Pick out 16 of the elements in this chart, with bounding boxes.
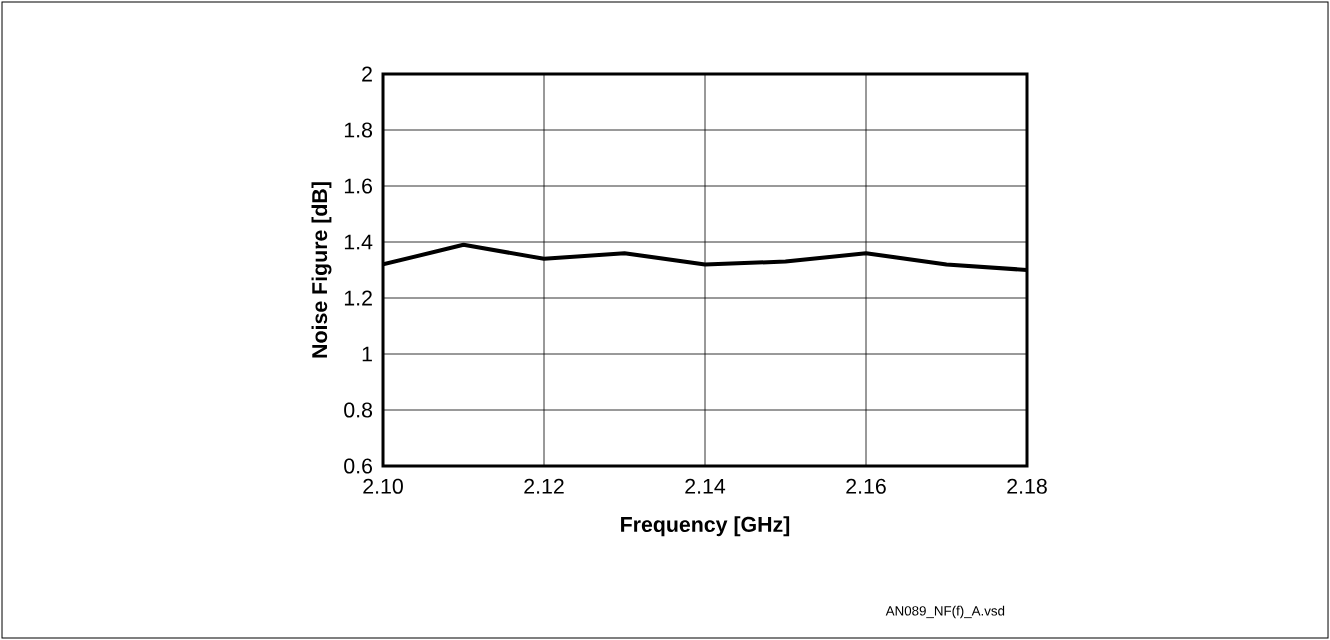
y-tick-label: 1.2: [344, 290, 372, 306]
y-tick-label: 1: [362, 346, 372, 362]
y-tick-label: 1.4: [344, 234, 373, 250]
y-axis-title: Noise Figure [dB]: [311, 182, 332, 358]
x-axis-title: Frequency [GHz]: [621, 516, 790, 537]
x-tick-label: 2.12: [524, 478, 564, 494]
x-tick-label: 2.14: [685, 478, 726, 494]
y-tick-label: 1.6: [344, 178, 373, 194]
text: AN089_NF(f)_A.vsd: [885, 605, 1005, 619]
x-tick-label: 2.10: [363, 478, 403, 494]
y-tick-label: 2: [362, 66, 372, 82]
y-tick-label: 1.8: [344, 122, 373, 138]
x-tick-label: 2.16: [846, 478, 886, 494]
y-tick-label: 0.6: [344, 458, 373, 474]
y-tick-label: 0.8: [344, 402, 373, 418]
x-tick-label: 2.18: [1007, 478, 1047, 494]
